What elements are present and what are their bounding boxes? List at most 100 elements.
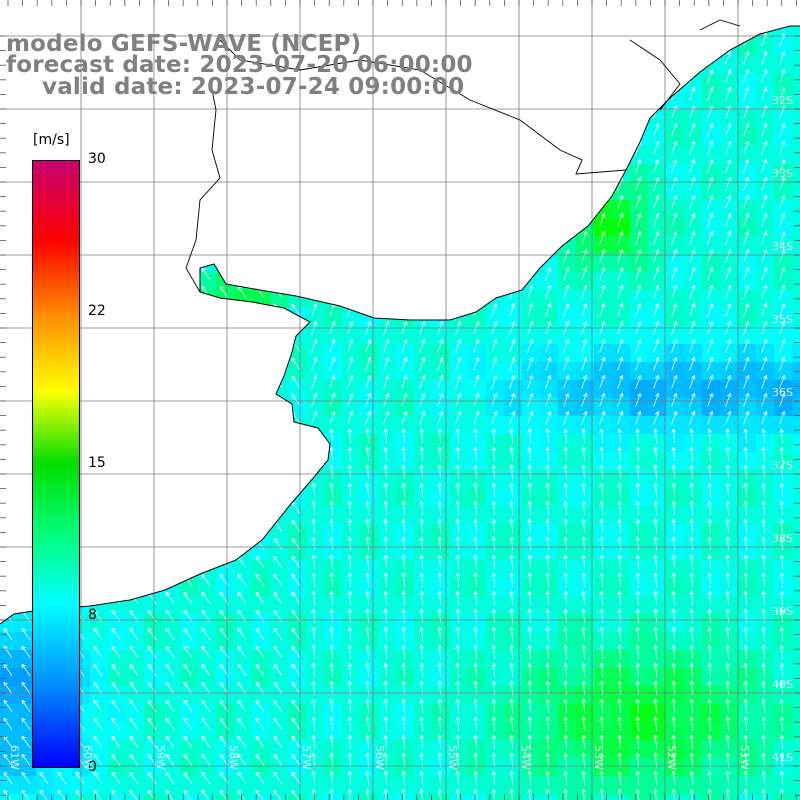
field-cell xyxy=(216,668,235,687)
wind-arrow xyxy=(111,411,121,424)
wind-arrow xyxy=(509,249,516,263)
wind-arrow xyxy=(527,231,534,245)
field-cell xyxy=(360,650,379,669)
wind-arrow xyxy=(237,159,247,172)
field-cell xyxy=(666,254,685,273)
wind-arrow xyxy=(129,357,139,370)
field-cell xyxy=(216,254,235,273)
wind-arrow xyxy=(147,213,157,226)
wind-arrow xyxy=(237,393,247,406)
field-cell xyxy=(522,380,541,399)
field-cell xyxy=(540,560,559,579)
wind-arrow xyxy=(165,411,175,424)
field-cell xyxy=(720,110,739,129)
field-cell xyxy=(162,614,181,633)
field-cell xyxy=(540,596,559,615)
wind-arrow xyxy=(707,33,714,47)
wind-arrow xyxy=(491,69,498,83)
field-cell xyxy=(468,326,487,345)
field-cell xyxy=(540,380,559,399)
field-cell xyxy=(720,614,739,633)
lon-label: 61W xyxy=(8,745,21,770)
field-cell xyxy=(18,632,37,651)
field-cell xyxy=(378,578,397,597)
wind-arrow xyxy=(635,69,642,83)
field-cell xyxy=(522,146,541,165)
field-cell xyxy=(774,578,793,597)
wind-arrow xyxy=(183,159,193,172)
field-cell xyxy=(684,38,703,57)
field-cell xyxy=(522,74,541,93)
wind-arrow xyxy=(509,33,516,47)
field-cell xyxy=(252,452,271,471)
field-cell xyxy=(594,614,613,633)
field-cell xyxy=(396,470,415,489)
field-cell xyxy=(108,236,127,255)
field-cell xyxy=(342,254,361,273)
field-cell xyxy=(432,182,451,201)
field-cell xyxy=(702,650,721,669)
wind-arrow xyxy=(255,465,265,478)
field-cell xyxy=(648,434,667,453)
wind-arrow xyxy=(365,267,372,281)
field-cell xyxy=(234,218,253,237)
field-cell xyxy=(558,398,577,417)
wind-arrow xyxy=(617,87,624,101)
wind-arrow xyxy=(291,195,301,208)
wind-arrow xyxy=(455,105,462,119)
field-cell xyxy=(378,488,397,507)
field-cell xyxy=(684,344,703,363)
field-cell xyxy=(540,200,559,219)
wind-arrow xyxy=(401,249,408,263)
field-cell xyxy=(468,182,487,201)
wind-arrow xyxy=(617,141,624,155)
field-cell xyxy=(468,560,487,579)
field-cell xyxy=(540,578,559,597)
field-cell xyxy=(666,128,685,147)
field-cell xyxy=(180,488,199,507)
field-cell xyxy=(576,236,595,255)
field-cell xyxy=(684,416,703,435)
field-cell xyxy=(144,506,163,525)
field-cell xyxy=(216,650,235,669)
field-cell xyxy=(414,434,433,453)
field-cell xyxy=(702,596,721,615)
wind-arrow xyxy=(455,267,462,281)
field-cell xyxy=(774,560,793,579)
wind-arrow xyxy=(75,141,85,154)
field-cell xyxy=(522,668,541,687)
field-cell xyxy=(702,110,721,129)
wind-arrow xyxy=(237,483,247,496)
wind-arrow xyxy=(21,465,31,478)
wind-arrow xyxy=(165,519,175,532)
wind-arrow xyxy=(183,141,193,154)
field-cell xyxy=(162,326,181,345)
field-cell xyxy=(144,452,163,471)
field-cell xyxy=(216,794,235,800)
wind-arrow xyxy=(563,69,570,83)
field-cell xyxy=(126,470,145,489)
lat-label: 34S xyxy=(772,240,793,253)
field-cell xyxy=(288,146,307,165)
field-cell xyxy=(342,524,361,543)
wind-arrow xyxy=(129,249,139,262)
wind-arrow xyxy=(473,105,480,119)
field-cell xyxy=(414,650,433,669)
wind-arrow xyxy=(129,573,139,586)
wind-arrow xyxy=(509,159,516,173)
field-cell xyxy=(396,596,415,615)
wind-arrow xyxy=(165,249,175,262)
field-cell xyxy=(450,452,469,471)
field-cell xyxy=(234,596,253,615)
field-cell xyxy=(414,110,433,129)
wind-arrow xyxy=(21,429,31,442)
field-cell xyxy=(648,200,667,219)
wind-arrow xyxy=(491,267,498,281)
field-cell xyxy=(648,218,667,237)
wind-arrow xyxy=(437,123,444,137)
field-cell xyxy=(522,416,541,435)
field-cell xyxy=(234,470,253,489)
wind-arrow xyxy=(273,249,283,262)
field-cell xyxy=(144,308,163,327)
